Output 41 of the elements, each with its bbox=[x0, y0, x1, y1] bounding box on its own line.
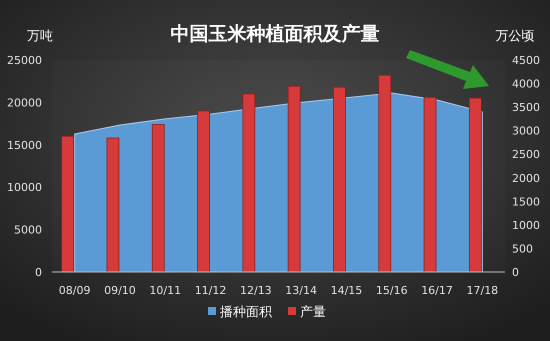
bar bbox=[106, 138, 120, 272]
bar bbox=[242, 94, 256, 272]
y2-tick-label: 2000 bbox=[512, 172, 540, 185]
chart-title: 中国玉米种植面积及产量 bbox=[170, 23, 380, 45]
y2-tick-label: 1500 bbox=[512, 195, 540, 208]
x-tick-label: 09/10 bbox=[104, 284, 136, 297]
x-tick-label: 15/16 bbox=[376, 284, 408, 297]
y2-tick-label: 3500 bbox=[512, 101, 540, 114]
x-tick-label: 14/15 bbox=[330, 284, 362, 297]
bar bbox=[424, 96, 436, 272]
y2-tick-label: 1000 bbox=[512, 218, 540, 232]
y-axis-title: 万吨 bbox=[27, 29, 53, 44]
y2-tick-label: 500 bbox=[512, 242, 533, 256]
y-tick-label: 20000 bbox=[7, 96, 42, 110]
x-tick-label: 17/18 bbox=[466, 284, 498, 297]
y-tick-label: 10000 bbox=[7, 181, 42, 194]
y2-tick-label: 0 bbox=[512, 266, 519, 279]
x-tick-label: 12/13 bbox=[240, 284, 272, 297]
y2-axis-title: 万公顷 bbox=[496, 29, 534, 44]
x-tick-label: 11/12 bbox=[194, 284, 226, 297]
bar bbox=[152, 124, 165, 272]
bar bbox=[197, 110, 210, 272]
bar bbox=[333, 86, 346, 272]
y-tick-label: 0 bbox=[35, 266, 42, 279]
x-tick-label: 13/14 bbox=[285, 284, 317, 297]
text: 播种面积 bbox=[220, 305, 272, 320]
y2-tick-label: 2500 bbox=[512, 148, 540, 162]
y2-tick-label: 4500 bbox=[512, 54, 540, 67]
bar bbox=[288, 86, 301, 272]
bar bbox=[378, 74, 392, 272]
x-tick-label: 08/09 bbox=[58, 284, 90, 297]
y2-tick-label: 3000 bbox=[512, 124, 540, 138]
y-tick-label: 5000 bbox=[14, 224, 42, 237]
y-tick-label: 15000 bbox=[7, 138, 42, 152]
y-tick-label: 25000 bbox=[7, 54, 42, 67]
bar bbox=[468, 98, 482, 272]
bar bbox=[61, 136, 74, 272]
x-tick-label: 16/17 bbox=[421, 284, 453, 297]
y2-tick-label: 4000 bbox=[512, 78, 540, 91]
legend-label: 产量 bbox=[300, 305, 326, 320]
x-tick-label: 10/11 bbox=[149, 284, 182, 297]
